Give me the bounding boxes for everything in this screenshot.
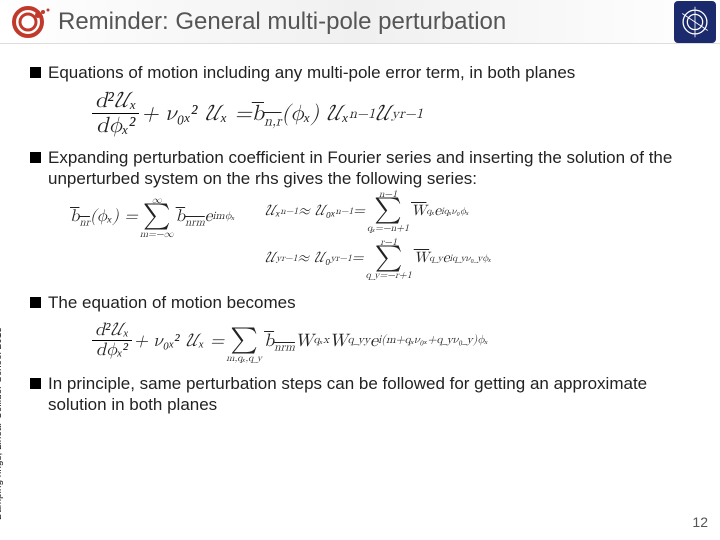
eq2-lhs-arg: (ϕₓ) = [90, 206, 138, 227]
eq1-rhs-c: 𝒰 [375, 101, 391, 127]
slide-body: Equations of motion including any multi-… [0, 44, 720, 425]
eq4-rhs-b: W [295, 330, 314, 352]
bullet-square-icon [30, 378, 41, 389]
bullet-2: Expanding perturbation coefficient in Fo… [30, 147, 700, 190]
sidebar-label: Damping rings, Linear Collider School 20… [0, 327, 4, 520]
eq3b-sum-below: q_y=−r+1 [366, 270, 412, 280]
bullet-4-text: In principle, same perturbation steps ca… [48, 373, 700, 416]
bullet-square-icon [30, 67, 41, 78]
slide-header: Reminder: General multi-pole perturbatio… [0, 0, 720, 44]
eq4-rhs-c: W [329, 330, 348, 352]
eq1-rhs-a-sub: n,r [264, 113, 282, 128]
eq3b-lhs: 𝒰 [265, 249, 276, 267]
eq3a-mid: ≈ 𝒰₀ₓ [298, 202, 335, 220]
eq4-rhs-a: b [264, 332, 274, 350]
cern-logo [674, 1, 716, 43]
equation-4: d²𝒰ₓ dϕₓ² + ν₀ₓ² 𝒰ₓ = ∑ m,qₓ,q_y bnrm Wq… [90, 319, 700, 362]
eq4-num: d²𝒰ₓ [92, 321, 132, 342]
eq3a-lhs: 𝒰ₓ [265, 202, 280, 220]
eq2-rhs-exp: e [205, 207, 213, 227]
equation-3a: 𝒰ₓn−1 ≈ 𝒰₀ₓn−1 = n−1 ∑ qₓ=−n+1 Wqₓ eiqₓν… [265, 189, 491, 232]
page-number: 12 [692, 514, 708, 530]
eq3a-sum-below: qₓ=−n+1 [367, 223, 409, 233]
bullet-square-icon [30, 297, 41, 308]
eq2-rhs-sub: nrm [185, 217, 205, 228]
eq3a-rhs: W [411, 203, 426, 218]
eq4-rhs-a-sub: nrm [274, 342, 295, 353]
eq2-lhs-sub: nr [79, 217, 89, 228]
cern-accelerator-logo [4, 4, 54, 40]
equation-2: bnr (ϕₓ) = ∞ ∑ m=−∞ bnrm eimϕₓ [70, 195, 235, 238]
bullet-square-icon [30, 152, 41, 163]
eq2-sum-below: m=−∞ [140, 229, 174, 239]
equation-3b: 𝒰yr−1 ≈ 𝒰₀yr−1 = r−1 ∑ q_y=−r+1 Wq_y eiq… [265, 237, 491, 280]
eq3b-eq: = [352, 249, 364, 267]
eq1-den: dϕₓ² [93, 114, 138, 138]
eq2-rhs: b [176, 208, 185, 225]
bullet-3-text: The equation of motion becomes [48, 292, 296, 313]
eq1-rhs-b: (ϕₓ) 𝒰ₓ [282, 100, 349, 127]
eq1-mid: + ν₀ₓ² 𝒰ₓ = [141, 100, 251, 127]
equation-1: d²𝒰ₓ dϕₓ² + ν₀ₓ² 𝒰ₓ = bn,r (ϕₓ) 𝒰ₓn−1 𝒰y… [90, 89, 700, 138]
bullet-1-text: Equations of motion including any multi-… [48, 62, 575, 83]
eq3b-rhs-exp: e [443, 249, 450, 267]
eq3a-eq: = [353, 202, 365, 220]
eq4-sum-below: m,qₓ,q_y [226, 353, 262, 363]
bullet-2-text: Expanding perturbation coefficient in Fo… [48, 147, 700, 190]
eq3b-rhs: W [414, 250, 429, 265]
eq4-den: dϕₓ² [93, 341, 131, 361]
eq1-rhs-a: b [252, 103, 264, 125]
bullet-3: The equation of motion becomes [30, 292, 700, 313]
eq3b-mid: ≈ 𝒰₀ [297, 249, 330, 267]
bullet-1: Equations of motion including any multi-… [30, 62, 700, 83]
bullet-4: In principle, same perturbation steps ca… [30, 373, 700, 416]
slide-title: Reminder: General multi-pole perturbatio… [54, 8, 674, 36]
equation-group-1: bnr (ϕₓ) = ∞ ∑ m=−∞ bnrm eimϕₓ 𝒰ₓn−1 ≈ 𝒰… [70, 189, 700, 280]
eq4-mid: + ν₀ₓ² 𝒰ₓ = [134, 330, 224, 352]
eq4-rhs-d: e [370, 330, 378, 352]
eq1-num: d²𝒰ₓ [92, 89, 139, 114]
eq3a-rhs-exp: e [434, 202, 441, 220]
